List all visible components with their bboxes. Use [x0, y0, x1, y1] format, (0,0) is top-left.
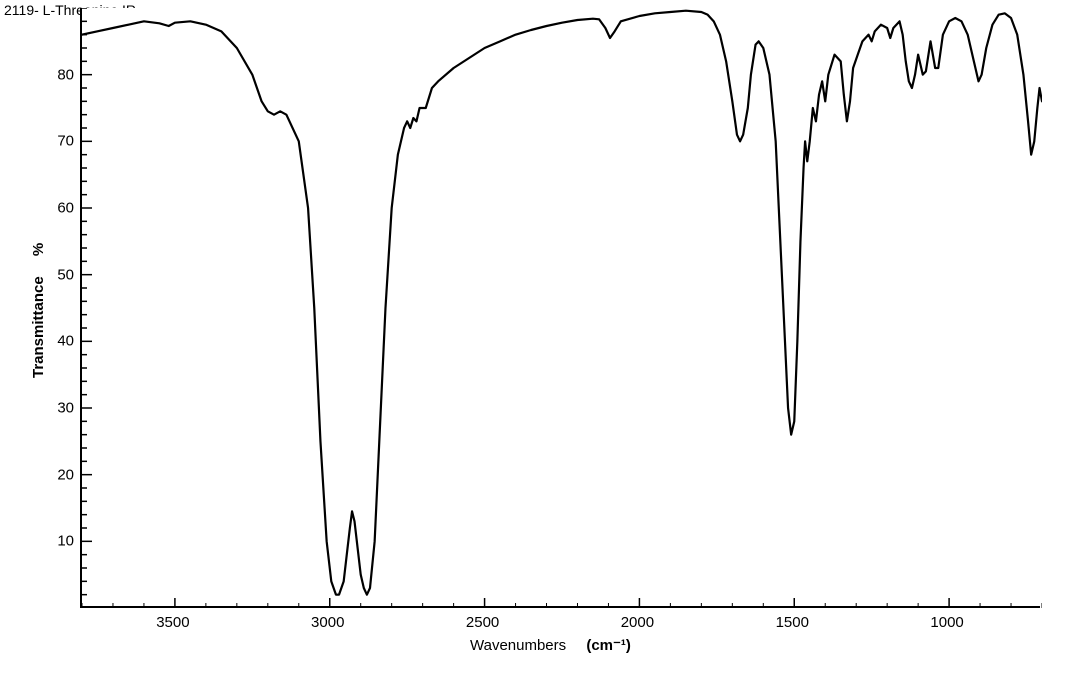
y-tick-label: 30 — [57, 400, 74, 417]
x-tick-label: 1000 — [930, 614, 963, 631]
x-tick-label: 3000 — [311, 614, 344, 631]
y-tick-label: 80 — [57, 66, 74, 83]
y-tick-label: 20 — [57, 466, 74, 483]
x-axis-unit: (cm⁻¹) — [586, 637, 631, 654]
y-axis-label: Transmittance % — [30, 243, 47, 378]
x-tick-label: 1500 — [776, 614, 809, 631]
y-tick-label: 10 — [57, 533, 74, 550]
y-tick-label: 50 — [57, 266, 74, 283]
x-tick-label: 2500 — [466, 614, 499, 631]
plot-area — [80, 8, 1040, 608]
spectrum-svg — [82, 8, 1042, 608]
y-tick-label: 70 — [57, 133, 74, 150]
x-axis-label-text: Wavenumbers — [470, 637, 566, 654]
y-tick-label: 60 — [57, 200, 74, 217]
x-axis-label: Wavenumbers (cm⁻¹) — [470, 636, 631, 654]
y-axis-label-text: Transmittance — [30, 276, 47, 378]
x-tick-label: 2000 — [621, 614, 654, 631]
x-tick-label: 3500 — [156, 614, 189, 631]
y-tick-label: 40 — [57, 333, 74, 350]
y-axis-unit: % — [30, 243, 47, 256]
chart-container: 2119- L-Threonine IR Wavenumbers (cm⁻¹) … — [0, 0, 1066, 680]
